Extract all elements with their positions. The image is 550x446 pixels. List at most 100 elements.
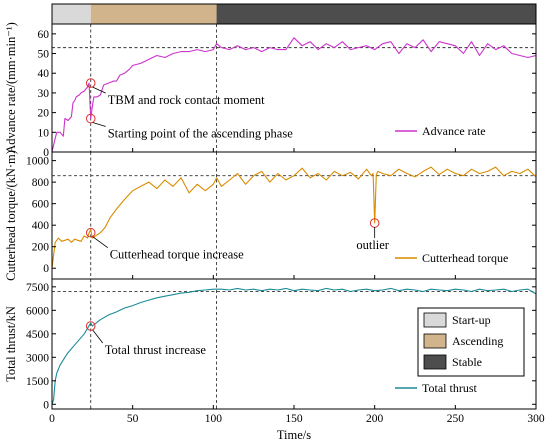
data-point — [221, 186, 222, 187]
data-point — [261, 290, 262, 291]
data-point — [108, 82, 109, 83]
data-point — [205, 289, 206, 290]
data-point — [358, 178, 359, 179]
data-point — [84, 235, 85, 236]
data-point — [245, 184, 246, 185]
data-point — [519, 173, 520, 174]
data-point — [124, 199, 125, 200]
data-point — [197, 290, 198, 291]
data-point — [93, 96, 94, 97]
y-tick-label: 0 — [43, 263, 49, 275]
data-point — [277, 289, 278, 290]
data-point — [390, 41, 391, 42]
data-point — [124, 307, 125, 308]
data-point — [80, 92, 81, 93]
y-tick-label: 10 — [38, 127, 50, 139]
data-point — [318, 49, 319, 50]
data-point — [58, 238, 59, 239]
data-point — [382, 289, 383, 290]
data-point — [293, 37, 294, 38]
annotation-arrow — [92, 86, 106, 94]
data-point — [68, 239, 69, 240]
data-point — [68, 120, 69, 121]
data-point — [390, 288, 391, 289]
data-point — [471, 169, 472, 170]
data-point — [180, 177, 181, 178]
y-tick-label: 30 — [38, 88, 50, 100]
data-point — [463, 175, 464, 176]
data-point — [342, 41, 343, 42]
y-tick-label: 600 — [32, 199, 50, 211]
data-point — [116, 311, 117, 312]
data-point — [129, 69, 130, 70]
data-point — [74, 239, 75, 240]
data-point — [74, 100, 75, 101]
data-point — [310, 41, 311, 42]
data-point — [229, 289, 230, 290]
data-point — [79, 94, 80, 95]
data-point — [140, 186, 141, 187]
data-point — [326, 43, 327, 44]
data-point — [205, 51, 206, 52]
data-point — [285, 49, 286, 50]
annotation-marker — [85, 227, 96, 238]
data-point — [92, 106, 93, 107]
series-line-torque — [51, 166, 537, 269]
data-point — [366, 169, 367, 170]
phase-legend-label: Ascending — [452, 334, 503, 348]
data-point — [382, 173, 383, 174]
data-point — [180, 51, 181, 52]
data-point — [269, 182, 270, 183]
data-point — [447, 43, 448, 44]
data-point — [358, 47, 359, 48]
data-point — [422, 39, 423, 40]
data-point — [495, 166, 496, 167]
data-point — [221, 289, 222, 290]
data-point — [422, 291, 423, 292]
legend-label-advance: Advance rate — [422, 124, 486, 138]
data-point — [390, 175, 391, 176]
data-point — [495, 49, 496, 50]
data-point — [350, 172, 351, 173]
annotation-marker — [85, 113, 96, 124]
data-point — [56, 132, 57, 133]
data-point — [216, 43, 217, 44]
panel-advance: 0 10 20 30 40 50 60 Advance rate/(mm·min⁻¹) Adva… — [4, 22, 537, 159]
annotation-label: Total thrust increase — [105, 343, 207, 357]
data-point — [439, 174, 440, 175]
data-point — [108, 314, 109, 315]
data-point — [310, 289, 311, 290]
data-point — [172, 186, 173, 187]
data-point — [301, 45, 302, 46]
data-point — [527, 57, 528, 58]
data-point — [140, 63, 141, 64]
data-point — [326, 288, 327, 289]
data-point — [293, 175, 294, 176]
data-point — [371, 175, 372, 176]
annotation-label: Cutterhead torque increase — [110, 248, 244, 262]
y-tick-label: 800 — [32, 177, 50, 189]
data-point — [237, 173, 238, 174]
annotation-marker — [85, 321, 96, 331]
annotation-label: TBM and rock contact moment — [108, 93, 265, 107]
annotation-label: outlier — [356, 238, 389, 252]
data-point — [100, 94, 101, 95]
data-point — [431, 51, 432, 52]
data-point — [132, 190, 133, 191]
data-point — [132, 305, 133, 306]
phase-legend-swatch — [423, 312, 447, 328]
data-point — [301, 168, 302, 169]
y-tick-label: 4500 — [26, 329, 49, 341]
phase-segment-start-up — [52, 4, 91, 24]
data-point — [100, 232, 101, 233]
data-point — [414, 176, 415, 177]
data-point — [148, 300, 149, 301]
phase-segment-ascending — [90, 4, 217, 24]
data-point — [76, 343, 77, 344]
data-point — [180, 292, 181, 293]
annotation-arrow — [92, 329, 104, 344]
data-point — [132, 65, 133, 66]
y-tick-label: 200 — [32, 242, 50, 254]
annotation-label: Starting point of the ascending phase — [108, 127, 293, 141]
data-point — [374, 49, 375, 50]
